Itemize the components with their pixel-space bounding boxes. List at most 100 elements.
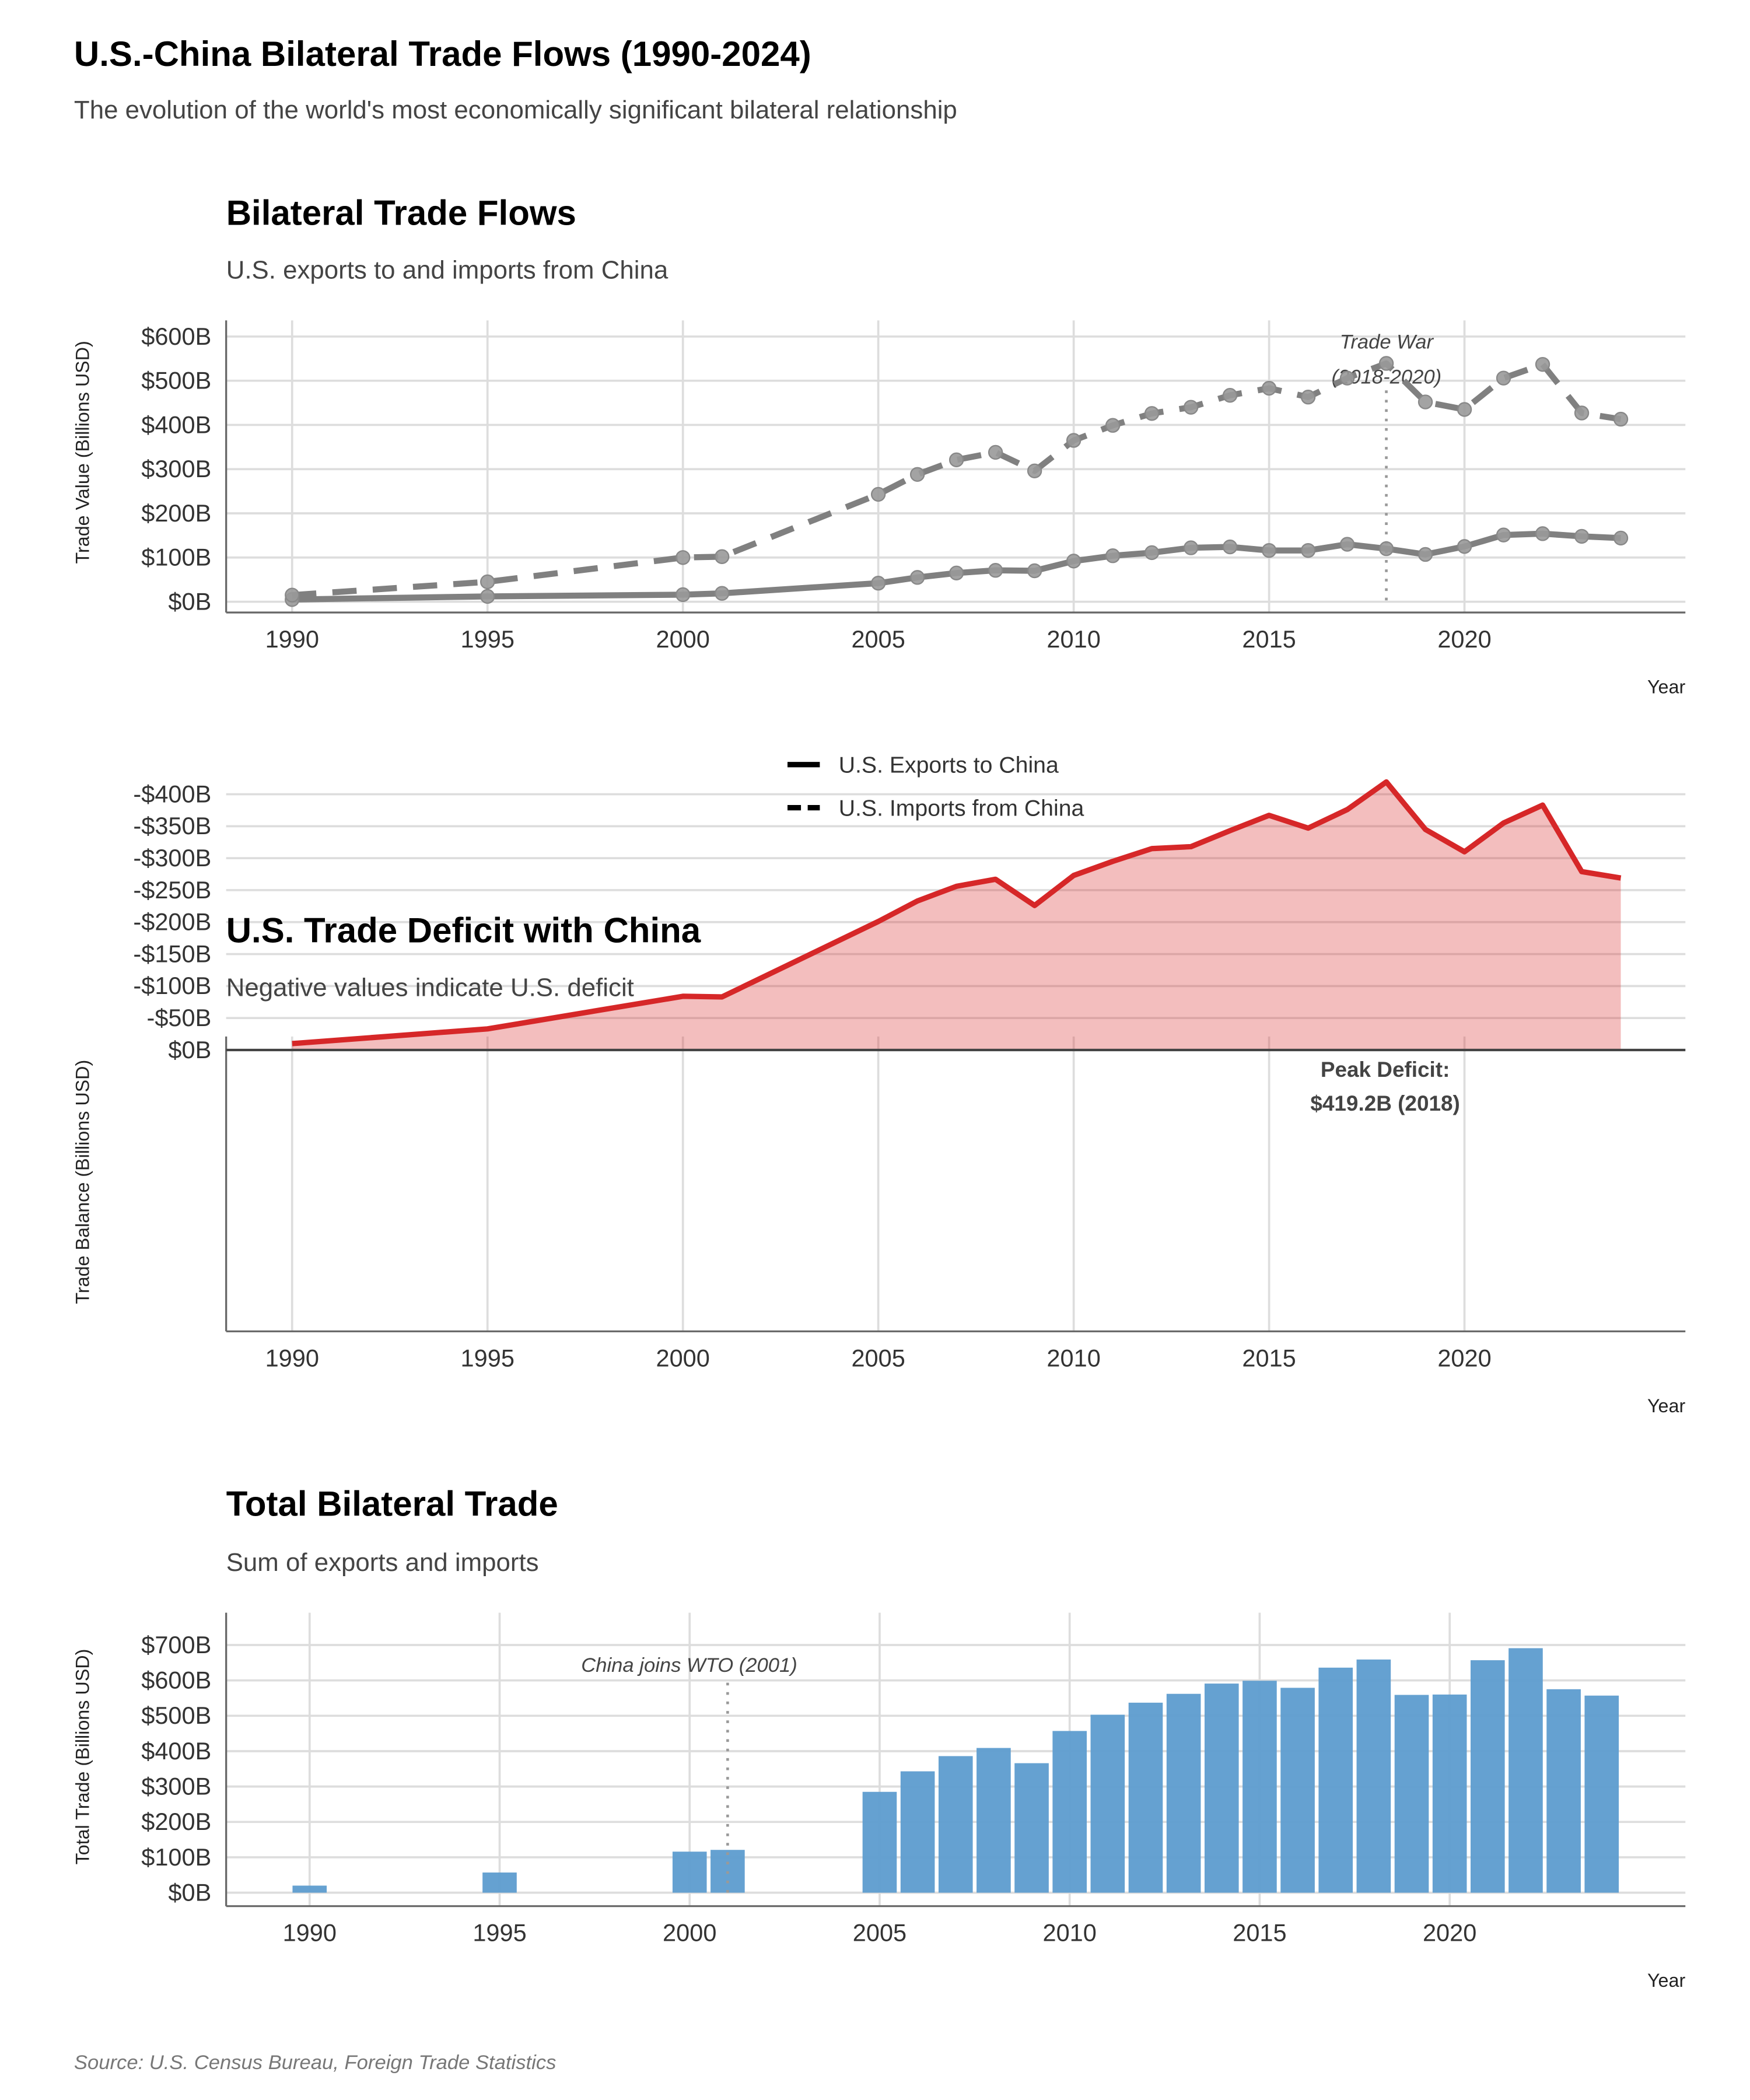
imports-point: [480, 574, 495, 590]
exports-point: [1027, 563, 1042, 579]
exports-point: [1457, 539, 1472, 554]
bar: [862, 1791, 897, 1893]
x-tick-label: 2005: [851, 625, 905, 653]
legend-label: U.S. Imports from China: [839, 795, 1084, 821]
annotation-trade-war: Trade War: [1340, 331, 1434, 354]
bar: [1052, 1731, 1087, 1893]
bar: [900, 1771, 935, 1893]
exports-point: [988, 563, 1003, 578]
y-tick-label: -$200B: [133, 908, 211, 936]
x-tick-label: 2010: [1043, 1919, 1097, 1947]
imports-point: [1144, 406, 1160, 421]
y-tick-label: $0B: [168, 587, 211, 615]
y-tick-label: $100B: [141, 544, 211, 571]
y-tick-label: -$300B: [133, 844, 211, 872]
imports-point: [909, 467, 925, 482]
x-tick-label: 2020: [1423, 1919, 1476, 1947]
gridlines: [226, 320, 1686, 612]
y-axis-label: Total Trade (Billions USD): [72, 1649, 93, 1865]
exports-point: [870, 576, 886, 591]
y-tick-label: $200B: [141, 499, 211, 527]
bar: [977, 1748, 1011, 1893]
y-tick-label: -$350B: [133, 812, 211, 839]
bar: [1546, 1689, 1581, 1893]
chart-subtitle: Negative values indicate U.S. deficit: [226, 974, 634, 1002]
x-tick-label: 2020: [1437, 1344, 1491, 1371]
imports-point: [1613, 411, 1629, 427]
exports-point: [949, 565, 964, 580]
bar: [292, 1885, 327, 1893]
bar: [1090, 1714, 1125, 1893]
x-tick-label: 2015: [1233, 1919, 1286, 1947]
imports-line: [292, 360, 1622, 598]
imports-point: [1574, 405, 1590, 421]
bar: [482, 1873, 517, 1893]
source-note: Source: U.S. Census Bureau, Foreign Trad…: [74, 2052, 556, 2074]
x-axis-label: Year: [1647, 676, 1686, 697]
exports-point: [1066, 554, 1082, 569]
y-tick-label: $0B: [168, 1878, 211, 1906]
imports-point: [1378, 356, 1394, 371]
x-tick-label: 1995: [461, 1344, 514, 1371]
trade-flows-chart: Bilateral Trade Flows U.S. exports to an…: [72, 193, 1685, 821]
exports-point: [1418, 547, 1433, 562]
imports-point: [1105, 418, 1121, 433]
imports-point: [1066, 433, 1082, 448]
y-tick-label: $400B: [141, 411, 211, 438]
x-tick-label: 2015: [1242, 1344, 1296, 1371]
chart-title: Bilateral Trade Flows: [226, 193, 576, 232]
chart-title: Total Bilateral Trade: [226, 1484, 558, 1523]
legend-label: U.S. Exports to China: [839, 752, 1059, 778]
bar: [672, 1852, 707, 1893]
x-tick-label: 2020: [1437, 625, 1491, 653]
imports-point: [949, 452, 964, 468]
x-tick-label: 2005: [853, 1919, 907, 1947]
imports-point: [870, 487, 886, 502]
y-tick-label: $100B: [141, 1843, 211, 1871]
x-tick-label: 2000: [656, 625, 710, 653]
wto-annotation: China joins WTO (2001): [581, 1654, 797, 1676]
bar: [1014, 1763, 1049, 1893]
x-tick-label: 1990: [265, 625, 319, 653]
exports-point: [1183, 540, 1199, 555]
bar: [1318, 1667, 1353, 1893]
chart-title: U.S. Trade Deficit with China: [226, 911, 701, 950]
y-axis-label: Trade Balance (Billions USD): [72, 1060, 93, 1304]
legend: U.S. Exports to China U.S. Imports from …: [787, 752, 1084, 821]
exports-point: [1613, 530, 1629, 546]
deficit-line: [292, 779, 1622, 1046]
y-tick-label: -$250B: [133, 876, 211, 904]
x-tick-label: 2000: [656, 1344, 710, 1371]
y-axis-label: Trade Value (Billions USD): [72, 341, 93, 564]
imports-point: [1261, 380, 1277, 396]
exports-point: [1105, 548, 1121, 564]
imports-point: [1535, 356, 1550, 372]
imports-point: [1027, 463, 1042, 478]
y-tick-label: $700B: [141, 1631, 211, 1658]
exports-point: [1144, 545, 1160, 561]
total-trade-chart: Total Bilateral Trade Sum of exports and…: [72, 1484, 1685, 1991]
x-tick-label: 1995: [461, 625, 514, 653]
bar: [1356, 1659, 1391, 1893]
y-tick-label: $600B: [141, 323, 211, 350]
x-tick-label: 2010: [1046, 1344, 1100, 1371]
imports-point: [714, 549, 730, 564]
x-axis-label: Year: [1647, 1970, 1686, 1991]
y-tick-label: $600B: [141, 1667, 211, 1694]
bar: [1584, 1695, 1619, 1893]
exports-point: [1261, 542, 1277, 558]
exports-point: [1378, 541, 1394, 556]
imports-point: [1222, 388, 1238, 403]
bar: [1204, 1684, 1239, 1893]
bar: [1280, 1688, 1315, 1893]
exports-point: [1222, 539, 1238, 555]
bar: [1508, 1648, 1543, 1893]
y-tick-label: $500B: [141, 367, 211, 394]
imports-point: [1300, 390, 1316, 405]
bar: [1128, 1702, 1163, 1893]
imports-point: [1339, 370, 1355, 386]
bar: [1432, 1694, 1467, 1893]
y-tick-label: $300B: [141, 1772, 211, 1800]
imports-point: [675, 550, 691, 565]
